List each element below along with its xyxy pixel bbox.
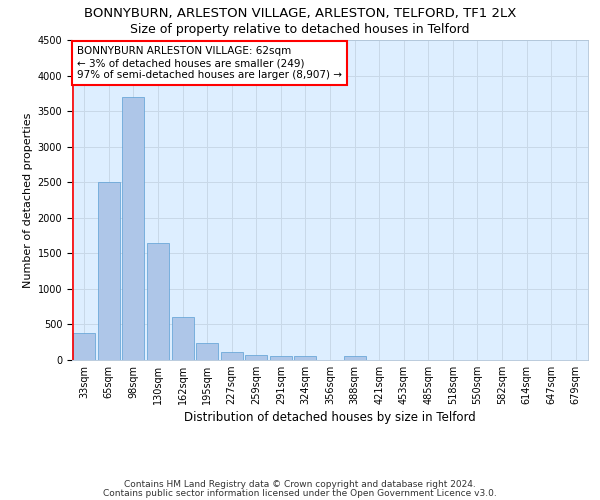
Bar [73, 334, 95, 360]
Bar [172, 318, 194, 360]
Bar [221, 352, 243, 360]
Bar [122, 97, 145, 360]
Text: Size of property relative to detached houses in Telford: Size of property relative to detached ho… [130, 22, 470, 36]
Text: Contains public sector information licensed under the Open Government Licence v3: Contains public sector information licen… [103, 489, 497, 498]
Bar [344, 356, 365, 360]
Bar [270, 356, 292, 360]
Bar [196, 344, 218, 360]
Bar [295, 356, 316, 360]
Text: BONNYBURN, ARLESTON VILLAGE, ARLESTON, TELFORD, TF1 2LX: BONNYBURN, ARLESTON VILLAGE, ARLESTON, T… [84, 8, 516, 20]
Y-axis label: Number of detached properties: Number of detached properties [23, 112, 34, 288]
Text: BONNYBURN ARLESTON VILLAGE: 62sqm
← 3% of detached houses are smaller (249)
97% : BONNYBURN ARLESTON VILLAGE: 62sqm ← 3% o… [77, 46, 342, 80]
X-axis label: Distribution of detached houses by size in Telford: Distribution of detached houses by size … [184, 412, 476, 424]
Bar [98, 182, 120, 360]
Text: Contains HM Land Registry data © Crown copyright and database right 2024.: Contains HM Land Registry data © Crown c… [124, 480, 476, 489]
Bar [245, 356, 268, 360]
Bar [147, 244, 169, 360]
